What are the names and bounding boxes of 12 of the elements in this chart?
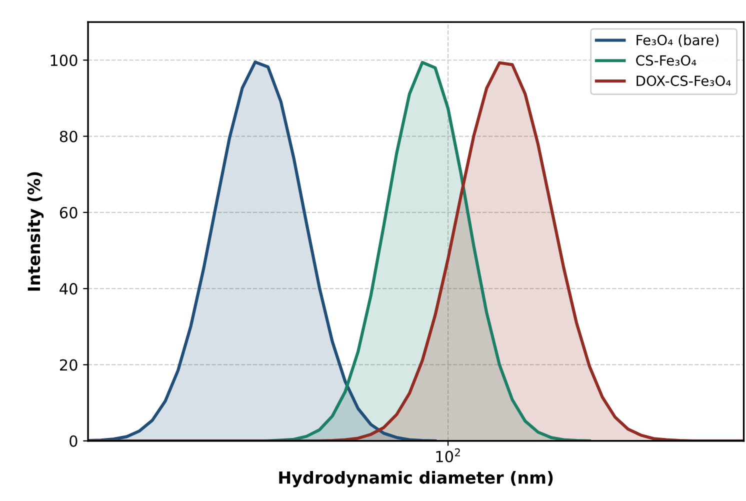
legend-label: Fe₃O₄ (bare) bbox=[636, 34, 718, 47]
legend-label: DOX-CS-Fe₃O₄ bbox=[636, 76, 731, 86]
y-tick-label: 60 bbox=[60, 206, 78, 218]
y-tick-label: 20 bbox=[60, 359, 78, 371]
y-tick-label: 0 bbox=[70, 435, 78, 447]
x-tick-label: 10$^{2}$ bbox=[436, 448, 460, 462]
y-tick-label: 100 bbox=[50, 54, 78, 66]
y-tick-label: 40 bbox=[60, 283, 78, 295]
y-tick-label: 80 bbox=[60, 130, 78, 142]
legend-label: CS-Fe₃O₄ bbox=[636, 55, 696, 66]
y-axis-title: Intensity (%) bbox=[27, 172, 44, 291]
x-axis-title: Hydrodynamic diameter (nm) bbox=[279, 470, 553, 488]
